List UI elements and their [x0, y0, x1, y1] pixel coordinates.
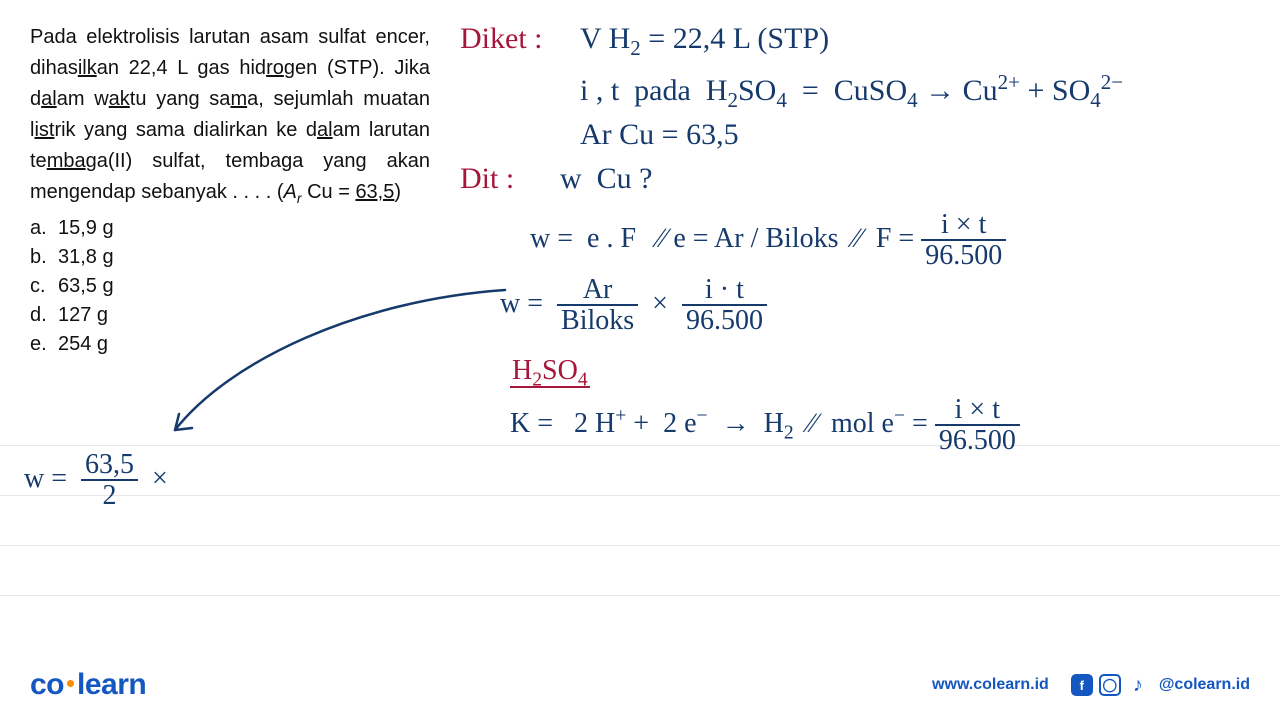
brand-logo: colearn: [30, 668, 146, 702]
option: c.63,5 g: [30, 272, 430, 301]
handwriting-it: i , t pada H2SO4 = CuSO4 → Cu2+ + SO42−: [580, 70, 1123, 113]
footer: colearn www.colearn.id f ◯ ♪ @colearn.id: [30, 668, 1250, 702]
footer-right: www.colearn.id f ◯ ♪ @colearn.id: [932, 674, 1250, 696]
handwriting-war: w = ArBiloks × i · t96.500: [500, 275, 767, 336]
handwriting-h2so4: H2SO4: [510, 355, 590, 392]
handwriting-vh2: V H2 = 22,4 L (STP): [580, 22, 829, 61]
brand-dot-icon: [67, 680, 74, 687]
problem-body: Pada elektrolisis larutan asam sulfat en…: [30, 22, 430, 210]
problem-options: a.15,9 gb.31,8 gc.63,5 gd.127 ge.254 g: [30, 214, 430, 359]
facebook-icon[interactable]: f: [1071, 674, 1093, 696]
page: Pada elektrolisis larutan asam sulfat en…: [0, 0, 1280, 720]
footer-url[interactable]: www.colearn.id: [932, 676, 1049, 694]
option: b.31,8 g: [30, 243, 430, 272]
handwriting-kline: K = 2 H+ + 2 e− → H2 ∕∕ mol e− = i × t96…: [510, 395, 1020, 456]
footer-socials: f ◯ ♪ @colearn.id: [1071, 674, 1250, 696]
tiktok-icon[interactable]: ♪: [1127, 674, 1149, 696]
handwriting-dit: Dit :: [460, 162, 514, 196]
problem-text: Pada elektrolisis larutan asam sulfat en…: [30, 22, 430, 359]
footer-handle[interactable]: @colearn.id: [1159, 676, 1250, 694]
instagram-icon[interactable]: ◯: [1099, 674, 1121, 696]
brand-left: co: [30, 668, 64, 701]
handwriting-wcu: w Cu ?: [560, 162, 653, 196]
option: d.127 g: [30, 301, 430, 330]
handwriting-wef: w = e . F ∕∕ e = Ar / Biloks ∕∕ F = i × …: [530, 210, 1006, 271]
handwriting-arcu: Ar Cu = 63,5: [580, 118, 739, 152]
handwriting-diket: Diket :: [460, 22, 543, 56]
brand-right: learn: [77, 668, 146, 701]
option: e.254 g: [30, 330, 430, 359]
handwriting-w635: w = 63,52 ×: [24, 450, 168, 511]
option: a.15,9 g: [30, 214, 430, 243]
